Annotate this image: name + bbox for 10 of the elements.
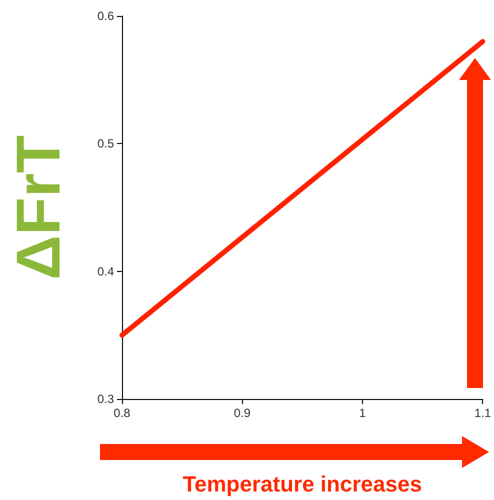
y-tick-label: 0.5 bbox=[97, 136, 114, 151]
x-tick-label: 0.9 bbox=[234, 406, 251, 420]
y-tick-label: 0.4 bbox=[97, 264, 114, 278]
y-axis-title: ΔFrT bbox=[4, 135, 74, 280]
x-axis-title: Temperature increases bbox=[182, 472, 422, 496]
x-tick-label: 1.1 bbox=[474, 406, 492, 420]
x-tick-label: 0.8 bbox=[114, 406, 131, 420]
y-tick-label: 0.6 bbox=[97, 9, 114, 23]
y-tick-label: 0.3 bbox=[97, 392, 114, 406]
x-tick-label: 1 bbox=[359, 406, 366, 420]
